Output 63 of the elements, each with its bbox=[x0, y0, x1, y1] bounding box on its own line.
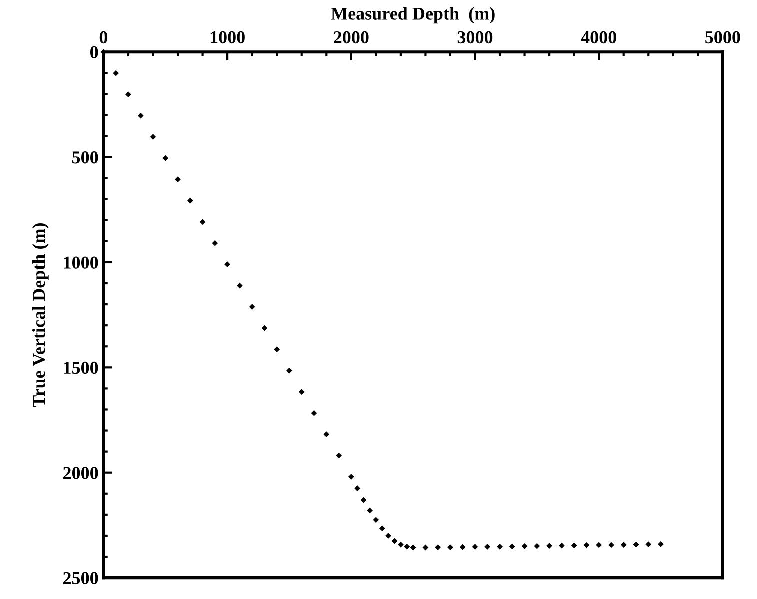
point bbox=[348, 474, 354, 480]
x-tick-label: 5000 bbox=[706, 31, 740, 44]
point bbox=[422, 544, 429, 551]
point bbox=[298, 389, 305, 396]
point bbox=[386, 533, 392, 539]
point bbox=[336, 452, 342, 459]
point bbox=[398, 542, 404, 548]
x-tick-label: 2000 bbox=[334, 31, 369, 44]
point bbox=[360, 497, 367, 504]
point bbox=[646, 542, 652, 548]
point bbox=[658, 541, 664, 548]
point bbox=[373, 517, 380, 524]
point bbox=[367, 508, 373, 514]
point bbox=[286, 368, 292, 374]
x-tick-label: 4000 bbox=[581, 31, 616, 44]
point bbox=[175, 176, 181, 183]
x-axis-title: Measured Depth (m) bbox=[331, 7, 495, 24]
point bbox=[150, 134, 156, 140]
point bbox=[379, 526, 386, 532]
point bbox=[472, 544, 478, 550]
point bbox=[448, 544, 454, 550]
point bbox=[522, 544, 528, 550]
point bbox=[497, 544, 503, 550]
y-tick-label: 2000 bbox=[63, 467, 98, 480]
point bbox=[324, 432, 330, 438]
point bbox=[620, 542, 627, 548]
x-tick-label: 0 bbox=[100, 31, 108, 44]
point bbox=[236, 282, 243, 289]
x-tick-label: 3000 bbox=[458, 31, 493, 44]
point bbox=[354, 486, 361, 492]
point bbox=[584, 542, 590, 548]
point bbox=[608, 542, 614, 548]
point bbox=[596, 542, 602, 548]
point bbox=[534, 543, 540, 550]
x-tick-label: 1000 bbox=[210, 31, 245, 44]
point bbox=[410, 544, 416, 551]
point bbox=[224, 262, 230, 268]
point bbox=[311, 410, 318, 416]
point bbox=[212, 240, 218, 246]
point bbox=[187, 198, 194, 204]
point bbox=[571, 542, 578, 549]
y-tick-label: 1000 bbox=[64, 256, 98, 269]
y-tick-label: 1500 bbox=[64, 362, 98, 374]
point bbox=[113, 70, 120, 76]
y-tick-label: 2500 bbox=[63, 572, 98, 584]
point bbox=[404, 544, 410, 550]
y-tick-label: 500 bbox=[72, 152, 98, 164]
point bbox=[484, 544, 491, 550]
point bbox=[546, 543, 552, 550]
point bbox=[200, 219, 206, 226]
point bbox=[509, 544, 516, 550]
point bbox=[274, 346, 280, 353]
point bbox=[162, 155, 169, 162]
y-tick-label: 0 bbox=[90, 46, 98, 59]
point bbox=[138, 112, 144, 119]
point bbox=[460, 544, 466, 550]
point bbox=[558, 542, 565, 549]
point bbox=[262, 325, 268, 332]
point bbox=[633, 542, 640, 548]
point bbox=[249, 304, 256, 310]
y-axis-title: True Vertical Depth (m) bbox=[32, 224, 49, 408]
point bbox=[126, 92, 132, 98]
point bbox=[435, 544, 442, 550]
